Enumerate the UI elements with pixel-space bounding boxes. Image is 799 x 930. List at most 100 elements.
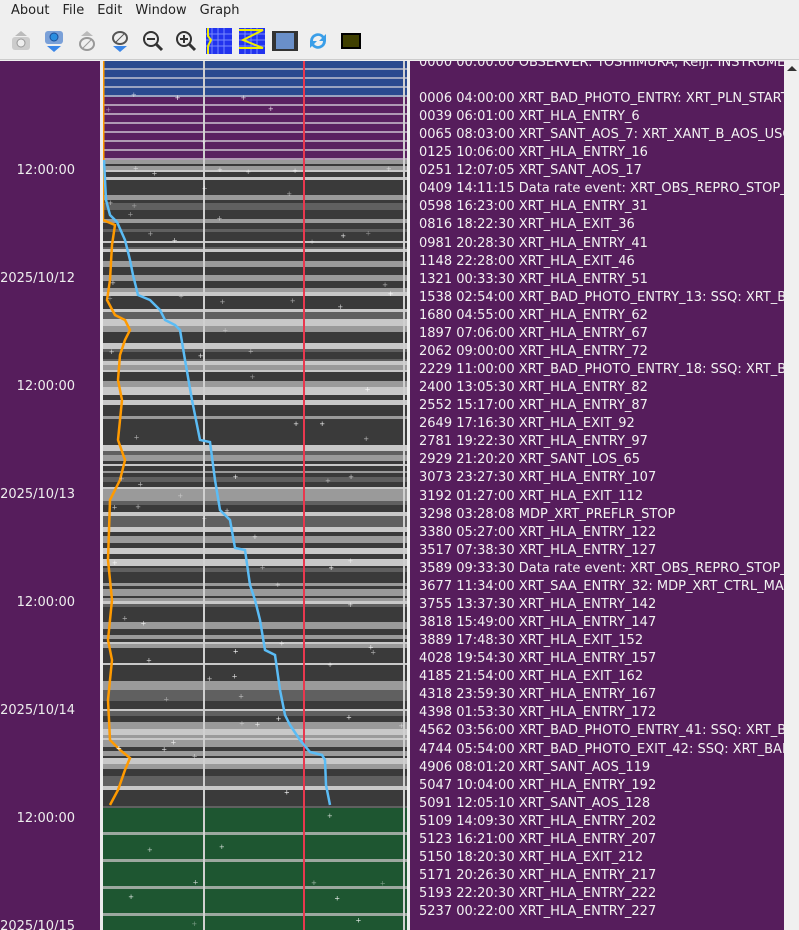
- event-row[interactable]: 2062 09:00:00 XRT_HLA_ENTRY_72: [419, 343, 648, 359]
- stripe: [103, 568, 407, 572]
- y-label: 2025/10/15: [0, 919, 75, 930]
- menu-about[interactable]: About: [11, 3, 50, 18]
- stripe: [103, 421, 407, 424]
- event-row[interactable]: 2781 19:22:30 XRT_HLA_ENTRY_97: [419, 434, 648, 450]
- event-row[interactable]: 5193 22:20:30 XRT_HLA_ENTRY_222: [419, 886, 657, 902]
- plus-marker: +: [198, 352, 204, 360]
- zoom-out-icon[interactable]: [140, 28, 166, 54]
- color-swatch-icon[interactable]: [338, 28, 364, 54]
- event-row[interactable]: 4028 19:54:30 XRT_HLA_ENTRY_157: [419, 651, 657, 667]
- plus-marker: +: [398, 722, 404, 730]
- plus-marker: +: [365, 385, 371, 393]
- event-row[interactable]: 4562 03:56:00 XRT_BAD_PHOTO_ENTRY_41: SS…: [419, 723, 784, 739]
- event-list[interactable]: 0000 00:00:00 OBSERVER: YOSHIMURA, Keiji…: [419, 61, 784, 930]
- event-row[interactable]: 3677 11:34:00 XRT_SAA_ENTRY_32: MDP_XRT_…: [419, 578, 784, 594]
- event-row[interactable]: 1680 04:55:00 XRT_HLA_ENTRY_62: [419, 307, 648, 323]
- event-row[interactable]: 5237 00:22:00 XRT_HLA_ENTRY_227: [419, 904, 657, 920]
- event-row[interactable]: 3755 13:37:30 XRT_HLA_ENTRY_142: [419, 596, 657, 612]
- blue-series-line: [103, 159, 332, 806]
- dish-down-icon[interactable]: [107, 28, 133, 54]
- menu-graph[interactable]: Graph: [199, 3, 240, 18]
- event-row[interactable]: 4318 23:59:30 XRT_HLA_ENTRY_167: [419, 687, 657, 703]
- graph-fit-icon[interactable]: [206, 27, 232, 54]
- stripe: [103, 337, 407, 340]
- film-icon[interactable]: [272, 28, 298, 54]
- stripe: [103, 780, 407, 786]
- zoom-in-icon[interactable]: [173, 28, 199, 54]
- graph-panel[interactable]: + + + + + + + + + + + + + + + + + + + + + + + + + + + + + + + + + + + + + + + +…: [100, 61, 410, 930]
- plot-overlay: + + + + + + + + + + + + + + + + + + + + + + + + + + + + + + + + + + + + + + + +…: [103, 61, 405, 930]
- event-row[interactable]: 4744 05:54:00 XRT_BAD_PHOTO_EXIT_42: SSQ…: [419, 741, 784, 757]
- dish-up-icon[interactable]: [74, 28, 100, 54]
- event-row[interactable]: 5171 20:26:30 XRT_HLA_ENTRY_217: [419, 868, 657, 883]
- refresh-icon[interactable]: [305, 28, 331, 54]
- event-row[interactable]: 2400 13:05:30 XRT_HLA_ENTRY_82: [419, 380, 648, 396]
- event-row[interactable]: 3298 03:28:08 MDP_XRT_PREFLR_STOP: [419, 506, 676, 522]
- stripe: [103, 312, 407, 319]
- graph-zigzag-icon[interactable]: [239, 27, 265, 54]
- event-row[interactable]: 2229 11:00:00 XRT_BAD_PHOTO_ENTRY_18: SS…: [419, 362, 784, 378]
- stripe: [103, 648, 407, 655]
- plus-marker: +: [207, 675, 213, 683]
- event-row[interactable]: 3818 15:49:00 XRT_HLA_ENTRY_147: [419, 615, 657, 631]
- event-row[interactable]: 3589 09:33:30 Data rate event: XRT_OBS_R…: [419, 560, 784, 576]
- event-row[interactable]: 0598 16:23:00 XRT_HLA_ENTRY_31: [419, 199, 648, 215]
- event-row[interactable]: 4185 21:54:00 XRT_HLA_EXIT_162: [419, 669, 644, 685]
- event-row[interactable]: 5123 16:21:00 XRT_HLA_ENTRY_207: [419, 831, 657, 847]
- event-row[interactable]: 3073 23:27:30 XRT_HLA_ENTRY_107: [419, 470, 657, 486]
- event-row[interactable]: 3192 01:27:00 XRT_HLA_EXIT_112: [419, 488, 644, 504]
- camera-up-icon[interactable]: [8, 28, 34, 54]
- event-row[interactable]: 4398 01:53:30 XRT_HLA_ENTRY_172: [419, 705, 657, 721]
- menu-edit[interactable]: Edit: [97, 3, 123, 18]
- event-row[interactable]: 2929 21:20:20 XRT_SANT_LOS_65: [419, 452, 641, 468]
- stripe: [103, 219, 407, 223]
- plus-marker: +: [284, 788, 290, 796]
- stripe: [103, 172, 407, 177]
- event-row[interactable]: 0816 18:22:30 XRT_HLA_EXIT_36: [419, 217, 635, 233]
- event-row[interactable]: 0039 06:01:00 XRT_HLA_ENTRY_6: [419, 109, 640, 125]
- event-row[interactable]: 1897 07:06:00 XRT_HLA_ENTRY_67: [419, 325, 648, 341]
- event-row[interactable]: 5150 18:20:30 XRT_HLA_EXIT_212: [419, 849, 644, 865]
- plus-marker: +: [347, 601, 353, 609]
- stripe: [103, 343, 407, 349]
- stripe: [103, 437, 407, 441]
- event-row[interactable]: 0251 12:07:05 XRT_SANT_AOS_17: [419, 163, 642, 179]
- event-row[interactable]: 0065 08:03:00 XRT_SANT_AOS_7: XRT_XANT_B…: [419, 127, 784, 143]
- event-row[interactable]: 2649 17:16:30 XRT_HLA_EXIT_92: [419, 416, 635, 432]
- event-row[interactable]: 3889 17:48:30 XRT_HLA_EXIT_152: [419, 633, 644, 649]
- event-row[interactable]: 0409 14:11:15 Data rate event: XRT_OBS_R…: [419, 181, 784, 197]
- stripe: [103, 639, 407, 642]
- event-row[interactable]: 0006 04:00:00 XRT_BAD_PHOTO_ENTRY: XRT_P…: [419, 91, 784, 106]
- scrollbar[interactable]: [784, 61, 799, 930]
- plus-marker: +: [382, 281, 388, 289]
- plus-marker: +: [170, 738, 176, 746]
- plus-marker: +: [276, 715, 282, 723]
- plus-marker: +: [279, 640, 285, 648]
- stripe: [103, 232, 407, 236]
- event-row[interactable]: 1321 00:33:30 XRT_HLA_ENTRY_51: [419, 271, 648, 287]
- event-row[interactable]: 5109 14:09:30 XRT_HLA_ENTRY_202: [419, 813, 657, 829]
- scroll-up-arrow-icon[interactable]: [786, 66, 797, 71]
- event-row[interactable]: 0981 20:28:30 XRT_HLA_ENTRY_41: [419, 235, 648, 251]
- camera-down-icon[interactable]: [41, 28, 67, 54]
- plus-marker: +: [128, 893, 134, 901]
- plus-marker: +: [202, 185, 208, 193]
- event-row[interactable]: 5091 12:05:10 XRT_SANT_AOS_128: [419, 795, 651, 811]
- plus-marker: +: [239, 719, 245, 727]
- plus-marker: +: [346, 714, 352, 722]
- stripe: [103, 332, 407, 337]
- event-row[interactable]: 3380 05:27:00 XRT_HLA_ENTRY_122: [419, 524, 657, 540]
- plus-marker: +: [255, 721, 261, 729]
- event-row[interactable]: 1148 22:28:00 XRT_HLA_EXIT_46: [419, 253, 635, 269]
- menu-file[interactable]: File: [62, 3, 85, 18]
- event-row[interactable]: 3517 07:38:30 XRT_HLA_ENTRY_127: [419, 542, 657, 558]
- menu-window[interactable]: Window: [135, 3, 187, 18]
- event-row[interactable]: 1538 02:54:00 XRT_BAD_PHOTO_ENTRY_13: SS…: [419, 289, 784, 305]
- event-row[interactable]: 4906 08:01:20 XRT_SANT_AOS_119: [419, 759, 651, 775]
- stripe: [103, 801, 407, 804]
- stripe: [103, 166, 407, 170]
- event-row[interactable]: 0125 10:06:00 XRT_HLA_ENTRY_16: [419, 145, 648, 161]
- event-row[interactable]: 2552 15:17:00 XRT_HLA_ENTRY_87: [419, 398, 648, 414]
- plot-area[interactable]: + + + + + + + + + + + + + + + + + + + + + + + + + + + + + + + + + + + + + + + +…: [103, 61, 407, 930]
- event-row[interactable]: 5047 10:04:00 XRT_HLA_ENTRY_192: [419, 777, 657, 793]
